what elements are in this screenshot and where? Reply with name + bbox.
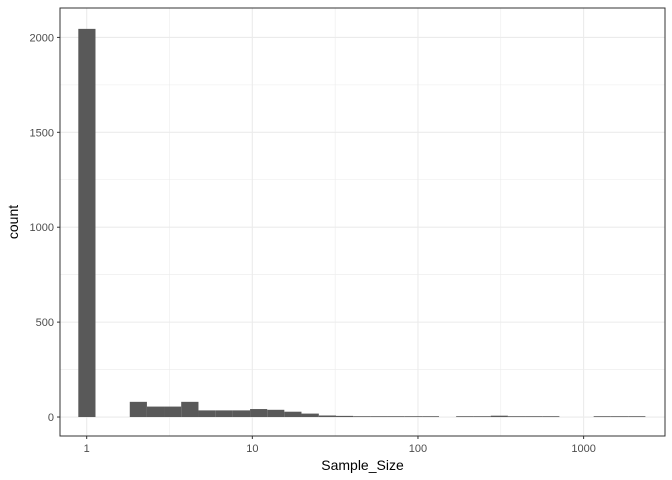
- histogram-bar: [507, 416, 526, 418]
- histogram-bar: [318, 415, 337, 418]
- panel-border: [59, 7, 666, 437]
- histogram-bar: [525, 416, 543, 418]
- y-tick-label: 1500: [30, 127, 54, 139]
- histogram-bar: [404, 416, 423, 418]
- histogram-bar: [232, 410, 251, 418]
- y-tick-label: 2000: [30, 32, 54, 44]
- histogram-bar: [422, 416, 440, 418]
- histogram-bar: [284, 411, 302, 418]
- y-axis-title: count: [5, 205, 21, 239]
- histogram-bar: [198, 410, 216, 418]
- histogram-bar: [473, 416, 491, 418]
- x-axis-title: Sample_Size: [321, 457, 404, 473]
- histogram-bar: [593, 416, 611, 418]
- x-tick-label: 10: [246, 443, 258, 455]
- histogram-bar: [250, 409, 268, 418]
- axes: 0 500 1000 1500 2000 1 10 100 1000: [30, 32, 596, 455]
- histogram-bar: [301, 413, 319, 418]
- y-tick-label: 1000: [30, 222, 54, 234]
- histogram-bar: [490, 415, 508, 418]
- histogram-bar: [610, 416, 629, 418]
- histogram-bar: [146, 406, 165, 418]
- histogram-bar: [353, 416, 371, 418]
- histogram-bar: [78, 28, 96, 418]
- histogram-bar: [370, 416, 388, 418]
- histogram-bar: [267, 409, 285, 418]
- x-tick-label: 1: [84, 443, 90, 455]
- histogram-bar: [542, 416, 560, 418]
- histogram-bar: [164, 406, 182, 418]
- histogram-bar: [181, 401, 199, 418]
- histogram-bar: [336, 415, 354, 418]
- x-tick-label: 1000: [571, 443, 595, 455]
- histogram-bar: [387, 416, 405, 418]
- histogram-bar: [628, 416, 646, 418]
- histogram-bars: [78, 28, 646, 418]
- histogram-bar: [456, 416, 474, 418]
- y-tick-label: 500: [36, 317, 54, 329]
- histogram-bar: [129, 401, 147, 418]
- histogram-bar: [215, 410, 233, 418]
- y-tick-label: 0: [48, 412, 54, 424]
- x-tick-label: 100: [409, 443, 427, 455]
